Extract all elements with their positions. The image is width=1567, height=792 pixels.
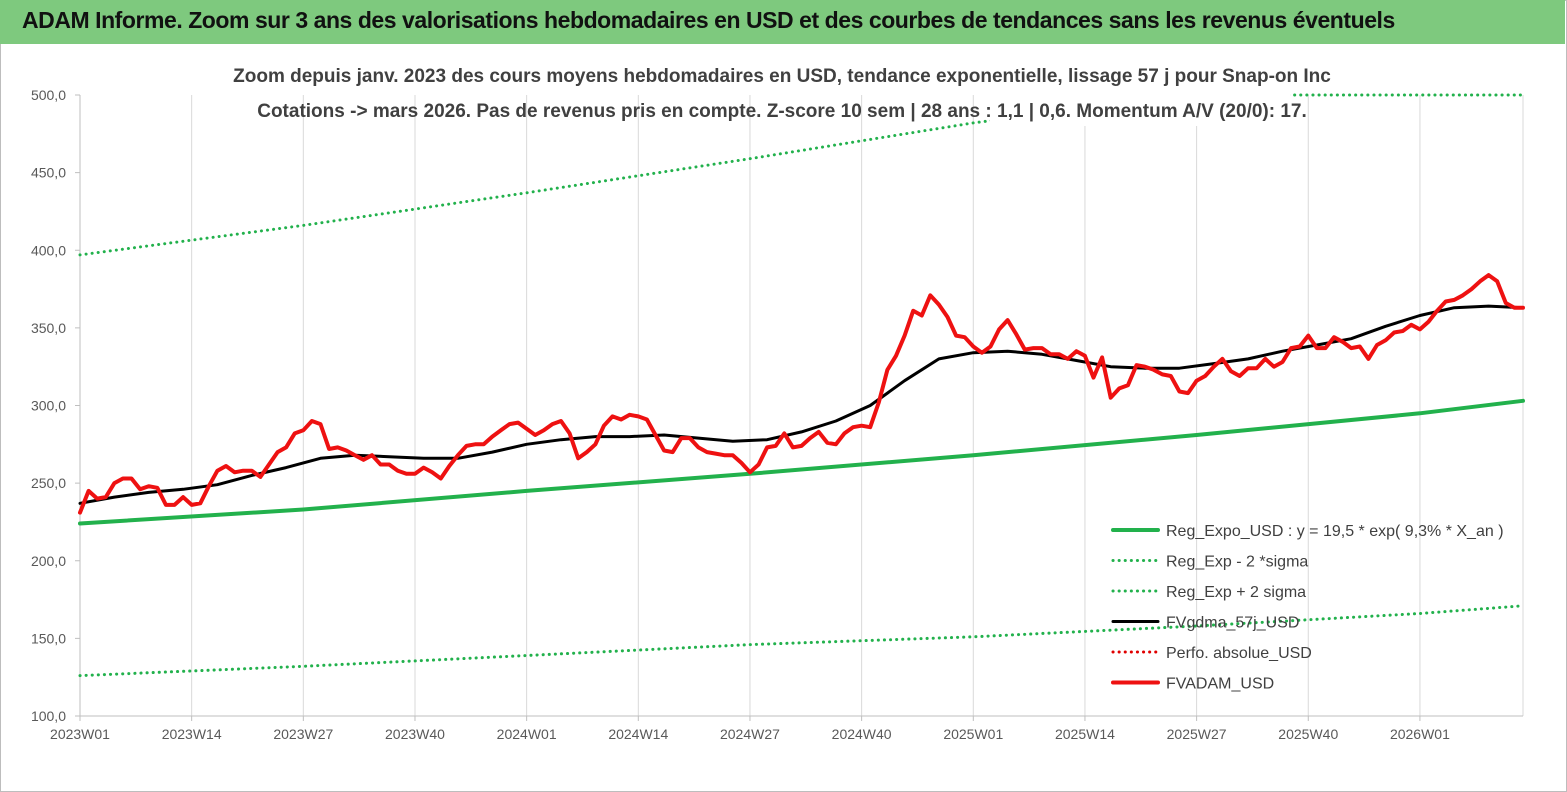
x-tick-label: 2024W27 (720, 726, 780, 742)
grid-lines (79, 95, 1524, 716)
legend-label: FVADAM_USD (1166, 676, 1274, 693)
legend-label: Reg_Expo_USD : y = 19,5 * exp( 9,3% * X_… (1166, 523, 1504, 540)
chart-title: Zoom depuis janv. 2023 des cours moyens … (233, 66, 1331, 87)
x-tick-label: 2025W40 (1278, 726, 1338, 742)
legend-label: FVgdma_57j_USD (1166, 615, 1299, 632)
chart-subtitle: Cotations -> mars 2026. Pas de revenus p… (257, 101, 1307, 122)
x-tick-label: 2025W27 (1167, 726, 1227, 742)
banner-title: ADAM Informe. Zoom sur 3 ans des valoris… (22, 7, 1395, 33)
x-tick-label: 2023W01 (50, 726, 110, 742)
legend-label: Reg_Exp - 2 *sigma (1166, 554, 1308, 571)
title-background (990, 56, 1290, 126)
y-tick-label: 450,0 (31, 165, 66, 181)
legend: Reg_Expo_USD : y = 19,5 * exp( 9,3% * X_… (1111, 523, 1504, 693)
y-tick-label: 300,0 (31, 398, 66, 414)
y-tick-label: 500,0 (31, 87, 66, 103)
y-tick-label: 150,0 (31, 630, 66, 646)
x-tick-label: 2024W40 (832, 726, 892, 742)
x-tick-label: 2025W14 (1055, 726, 1115, 742)
y-tick-label: 100,0 (31, 708, 66, 724)
y-tick-label: 400,0 (31, 242, 66, 258)
x-tick-label: 2023W40 (385, 726, 445, 742)
series-line-3 (78, 304, 1525, 505)
legend-label: Perfo. absolue_USD (1166, 645, 1312, 662)
y-tick-label: 200,0 (31, 553, 66, 569)
x-tick-label: 2023W14 (162, 726, 222, 742)
series-line-0 (78, 398, 1525, 526)
legend-label: Reg_Exp + 2 sigma (1166, 584, 1306, 601)
x-tick-label: 2025W01 (943, 726, 1003, 742)
series-layer (78, 93, 1525, 678)
y-tick-label: 350,0 (31, 320, 66, 336)
title-banner: ADAM Informe. Zoom sur 3 ans des valoris… (0, 0, 1565, 44)
x-tick-label: 2026W01 (1390, 726, 1450, 742)
series-line-1 (78, 604, 1525, 678)
y-tick-label: 250,0 (31, 475, 66, 491)
x-tick-label: 2024W14 (608, 726, 668, 742)
series-line-5 (78, 273, 1525, 515)
axes: 2023W01 2023W14 2023W27 2023W40 2024W01 2024W… (31, 87, 1523, 742)
x-tick-label: 2023W27 (273, 726, 333, 742)
x-tick-label: 2024W01 (497, 726, 557, 742)
